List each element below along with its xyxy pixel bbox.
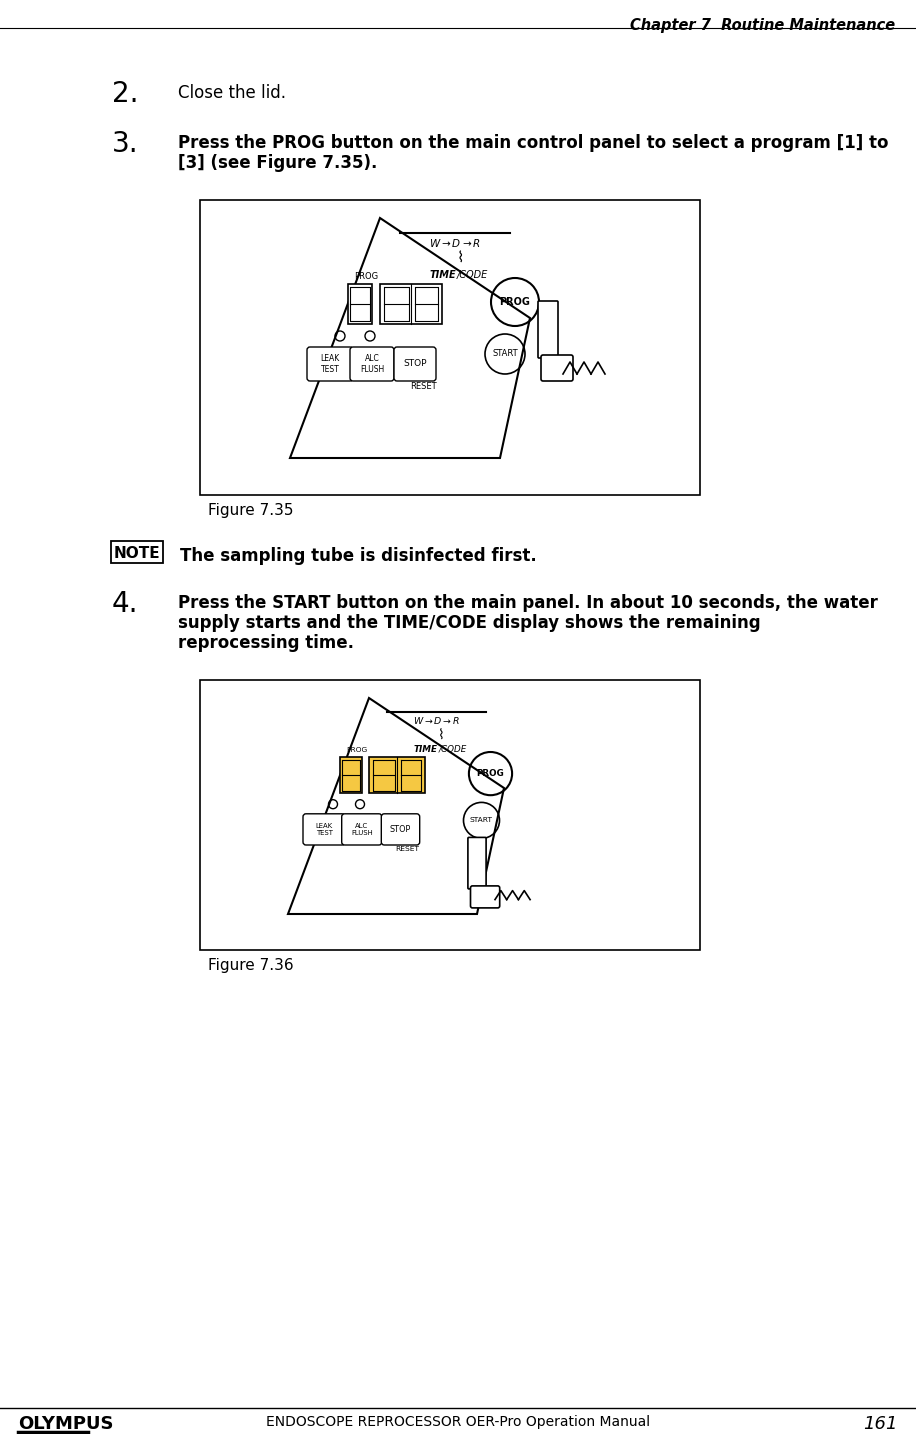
Text: ALC
FLUSH: ALC FLUSH (351, 823, 373, 836)
FancyBboxPatch shape (303, 815, 345, 845)
FancyBboxPatch shape (468, 837, 486, 889)
Bar (380, 284, 442, 324)
Text: Press the START button on the main panel. In about 10 seconds, the water: Press the START button on the main panel… (178, 594, 878, 612)
Bar (348, 284, 372, 324)
Text: Figure 7.35: Figure 7.35 (208, 503, 293, 518)
Text: $W \rightarrow D \rightarrow R$: $W \rightarrow D \rightarrow R$ (429, 237, 481, 250)
Bar (200, 199, 700, 495)
Text: 3.: 3. (112, 130, 138, 158)
Text: RESET: RESET (396, 846, 420, 852)
Bar (200, 680, 700, 949)
Text: [3] (see Figure 7.35).: [3] (see Figure 7.35). (178, 153, 377, 172)
Text: PROG: PROG (346, 747, 367, 753)
FancyBboxPatch shape (342, 815, 382, 845)
Text: RESET: RESET (409, 381, 436, 391)
Text: Chapter 7  Routine Maintenance: Chapter 7 Routine Maintenance (630, 19, 895, 33)
FancyBboxPatch shape (111, 541, 163, 564)
Text: 4.: 4. (112, 589, 138, 618)
Text: LEAK
TEST: LEAK TEST (315, 823, 333, 836)
Text: reprocessing time.: reprocessing time. (178, 634, 354, 652)
Text: The sampling tube is disinfected first.: The sampling tube is disinfected first. (180, 546, 537, 565)
Text: STOP: STOP (390, 825, 411, 835)
Text: NOTE: NOTE (114, 546, 160, 561)
Text: Close the lid.: Close the lid. (178, 85, 286, 102)
Text: START: START (492, 350, 518, 358)
FancyBboxPatch shape (350, 347, 394, 381)
Text: Press the PROG button on the main control panel to select a program [1] to: Press the PROG button on the main contro… (178, 133, 889, 152)
Text: 2.: 2. (112, 80, 138, 108)
Text: PROG: PROG (354, 272, 378, 281)
Bar (340, 757, 362, 793)
FancyBboxPatch shape (307, 347, 353, 381)
Text: supply starts and the TIME/CODE display shows the remaining: supply starts and the TIME/CODE display … (178, 614, 760, 632)
FancyBboxPatch shape (471, 886, 500, 908)
Text: ALC
FLUSH: ALC FLUSH (360, 354, 384, 374)
Text: TIME: TIME (414, 744, 438, 754)
FancyBboxPatch shape (538, 301, 558, 358)
Text: 161: 161 (864, 1415, 898, 1433)
Bar (369, 757, 425, 793)
FancyBboxPatch shape (394, 347, 436, 381)
Text: $W \rightarrow D \rightarrow R$: $W \rightarrow D \rightarrow R$ (413, 716, 460, 726)
Text: /CODE: /CODE (457, 270, 488, 280)
FancyBboxPatch shape (381, 815, 420, 845)
Text: ⌇: ⌇ (456, 251, 463, 265)
FancyBboxPatch shape (541, 356, 573, 381)
Text: LEAK
TEST: LEAK TEST (321, 354, 340, 374)
Text: TIME: TIME (430, 270, 456, 280)
Text: OLYMPUS: OLYMPUS (18, 1415, 114, 1433)
Text: STOP: STOP (403, 360, 427, 369)
Text: Figure 7.36: Figure 7.36 (208, 958, 294, 974)
Text: ENDOSCOPE REPROCESSOR OER-Pro Operation Manual: ENDOSCOPE REPROCESSOR OER-Pro Operation … (266, 1415, 650, 1430)
Text: /CODE: /CODE (438, 744, 466, 754)
Text: PROG: PROG (499, 297, 530, 307)
Text: PROG: PROG (476, 769, 505, 779)
Text: ⌇: ⌇ (438, 727, 444, 741)
Text: START: START (470, 817, 493, 823)
